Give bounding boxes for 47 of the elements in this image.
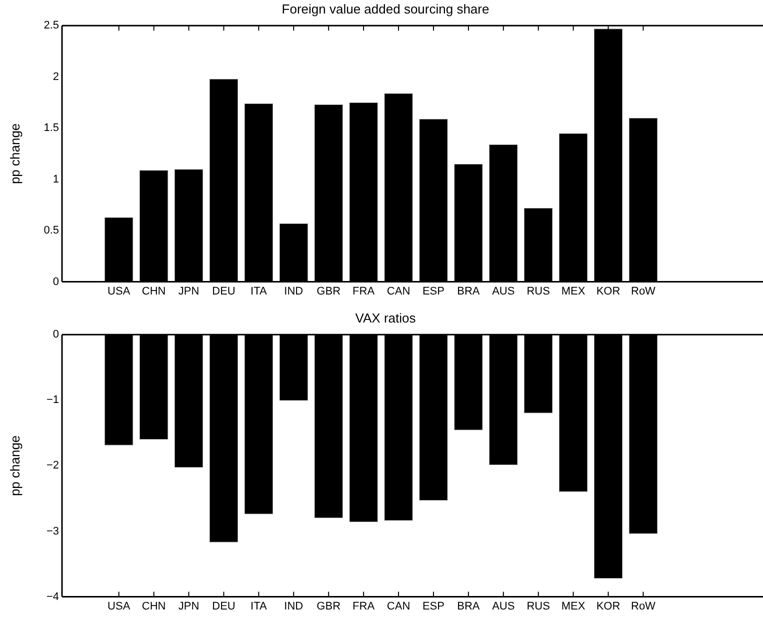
x-tick-label: GBR <box>316 600 341 612</box>
chart-title: Foreign value added sourcing share <box>282 1 490 16</box>
x-tick-label: RUS <box>526 285 550 298</box>
x-tick-label: BRA <box>457 285 480 298</box>
x-tick-label: DEU <box>212 285 236 298</box>
x-tick-label: ESP <box>422 600 444 612</box>
y-tick-label: −1 <box>46 394 59 406</box>
x-tick-label: BRA <box>457 600 480 612</box>
y-tick-label: 0.5 <box>44 224 59 237</box>
y-tick-label: −2 <box>46 460 59 472</box>
x-tick-label: ITA <box>250 285 268 298</box>
x-tick-label: RUS <box>526 600 550 612</box>
x-tick-label: USA <box>108 600 131 612</box>
y-tick-label: 2 <box>52 70 59 83</box>
y-axis-title: pp change <box>7 435 22 496</box>
x-tick-label: CAN <box>386 285 410 298</box>
chart-title: VAX ratios <box>355 310 416 326</box>
x-tick-label: JPN <box>178 600 200 612</box>
x-tick-label: FRA <box>352 600 376 612</box>
x-tick-label: MEX <box>561 285 586 298</box>
x-tick-label: JPN <box>178 285 200 298</box>
y-tick-label: 0 <box>52 328 59 341</box>
x-tick-label: RoW <box>630 600 656 612</box>
y-tick-label: −4 <box>46 590 59 603</box>
x-tick-label: CHN <box>142 285 166 298</box>
y-tick-label: 0 <box>52 276 59 288</box>
x-tick-label: KOR <box>596 285 620 298</box>
x-tick-label: GBR <box>316 285 341 298</box>
x-tick-label: AUS <box>492 285 515 298</box>
x-tick-label: CHN <box>142 600 166 612</box>
x-tick-label: ITA <box>250 600 268 612</box>
y-axis-title: pp change <box>7 123 22 184</box>
y-tick-label: 2.5 <box>44 20 59 32</box>
y-tick-label: 1.5 <box>44 122 59 134</box>
x-tick-label: USA <box>108 285 131 298</box>
x-tick-label: FRA <box>352 285 376 298</box>
x-tick-label: DEU <box>212 600 236 612</box>
y-tick-label: 1 <box>52 173 59 186</box>
x-tick-label: IND <box>284 600 304 612</box>
x-tick-label: MEX <box>561 600 586 612</box>
x-tick-label: KOR <box>596 600 620 612</box>
x-tick-label: RoW <box>630 285 656 298</box>
x-tick-label: AUS <box>492 600 515 612</box>
y-tick-label: −3 <box>46 525 59 538</box>
x-tick-label: ESP <box>422 285 444 298</box>
x-tick-label: CAN <box>386 600 410 612</box>
x-tick-label: IND <box>284 285 304 298</box>
